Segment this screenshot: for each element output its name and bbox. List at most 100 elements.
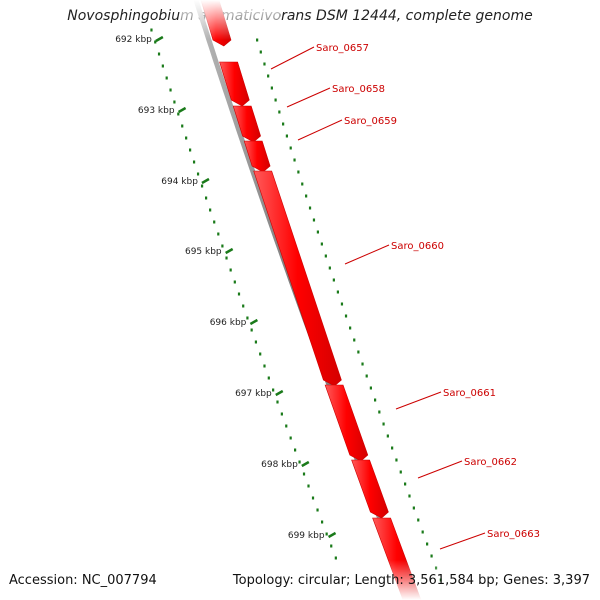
gc-dot [357,350,360,354]
gc-dot [305,194,308,198]
gc-dot [297,170,300,174]
tick-dot [200,184,204,188]
kbp-label: 694 kbp [161,177,198,187]
tick-dot [225,256,228,260]
gc-dot [361,362,364,366]
gc-dot [353,338,356,342]
tick-dot [298,460,301,464]
gc-dot [412,506,415,510]
major-tick [327,531,337,539]
gc-dot [399,470,402,474]
gc-dot [365,374,368,378]
gene-arrow [219,61,250,107]
gc-dot [259,50,262,54]
gc-dot [278,110,281,114]
tick-dot [237,292,241,296]
tick-dot [276,400,279,404]
tick-dot [173,100,176,104]
gc-dot [328,266,331,270]
tick-dot [157,52,161,56]
tick-dot [229,268,232,272]
tick-dot [196,172,200,176]
major-tick [225,247,234,255]
tick-dot [254,340,258,344]
tick-dot [280,412,283,416]
gc-dot [289,146,292,150]
gene-label[interactable]: Saro_0658 [332,84,385,95]
gc-dot [332,278,335,282]
gc-dot [285,134,289,138]
tick-dot [177,112,180,116]
tick-dot [246,316,249,320]
gc-dot [404,482,407,486]
major-tick [201,177,210,185]
gc-dot [324,254,327,258]
gc-dot [395,458,398,462]
tick-dot [330,544,333,548]
gc-dot [382,422,385,426]
major-tick [155,35,164,43]
gene-label[interactable]: Saro_0659 [344,116,397,127]
kbp-label: 699 kbp [288,531,325,541]
kbp-label: 696 kbp [210,318,247,328]
tick-dot [192,160,196,164]
gc-dot [316,230,320,234]
kbp-label: 698 kbp [261,460,298,470]
gene-leader-line [395,391,442,410]
gc-dot-ring [256,38,442,582]
gene-leader-line [344,244,390,265]
gene-leader-line [417,460,463,479]
gene-label[interactable]: Saro_0662 [464,457,517,468]
accession-text: Accession: NC_007794 [9,573,157,588]
tick-dot [285,424,288,428]
tick-dot [189,148,192,152]
gc-dot [439,578,442,582]
gene-label[interactable]: Saro_0660 [391,241,444,252]
tick-ring [150,28,337,560]
gc-dot [430,554,433,558]
tick-dot [316,508,319,512]
tick-dot [307,484,310,488]
gene-leader-line [286,87,331,108]
gene-leader-line [297,119,343,141]
gc-dot [308,206,312,210]
tick-dot [320,520,324,524]
tick-dot [150,28,153,32]
tick-dot [181,124,184,128]
kbp-label: 692 kbp [115,35,152,45]
tick-dot [233,280,236,284]
gc-dot [293,158,296,162]
gc-dot [340,302,344,306]
tick-dot [161,64,164,68]
gc-dot [408,494,411,498]
tick-dot [217,232,220,236]
tick-dot [289,436,292,440]
kbp-labels: 692 kbp 693 kbp 694 kbp 695 kbp 696 kbp 697 k… [115,35,337,541]
tick-dot [272,388,275,392]
gene-label[interactable]: Saro_0661 [443,388,496,399]
gc-dot [417,518,420,522]
gc-dot [349,326,352,330]
bottom-fade [360,560,440,600]
tick-dot [263,364,266,368]
tick-dot [325,532,328,536]
gene-label[interactable]: Saro_0663 [487,529,540,540]
major-tick [177,106,187,114]
gc-dot [421,530,424,534]
gene-arrow [324,384,369,462]
gc-dot [344,314,348,318]
gc-dot [270,86,273,90]
gene-arrow [253,170,342,387]
gene-leader-line [439,532,486,550]
top-fade [180,0,280,40]
kbp-label: 693 kbp [138,106,175,116]
tick-dot [165,76,168,80]
gc-dot [386,434,389,438]
gene-labels: Saro_0657 Saro_0658 Saro_0659 Saro_0660 Saro… [270,43,540,550]
tick-dot [334,556,337,560]
gene-label[interactable]: Saro_0657 [316,43,369,54]
gene-arrow [351,459,389,519]
tick-dot [213,220,216,224]
tick-dot [302,472,306,476]
major-tick [275,389,284,397]
